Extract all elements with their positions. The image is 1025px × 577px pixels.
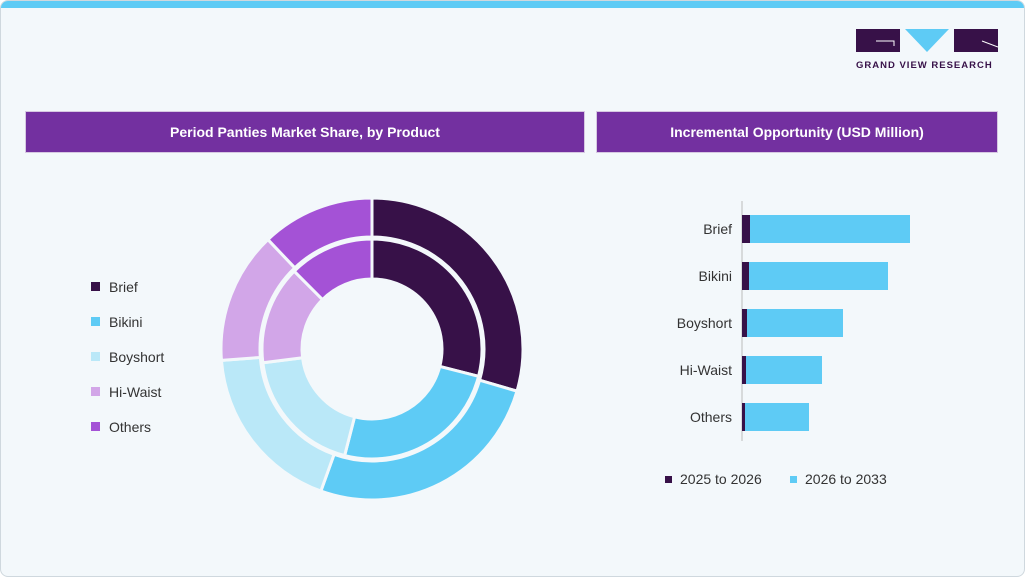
- legend-swatch: [91, 317, 100, 326]
- legend-item-boyshort: Boyshort: [91, 339, 164, 374]
- legend-swatch: [91, 387, 100, 396]
- bar-category-label: Bikini: [699, 268, 732, 284]
- bar-boyshort-2025-2026: [742, 309, 747, 337]
- bar-hi-waist-2025-2026: [742, 356, 746, 384]
- grand-view-research-logo: [856, 29, 998, 52]
- legend-swatch: [91, 422, 100, 431]
- brand-name: GRAND VIEW RESEARCH: [856, 60, 993, 71]
- legend-swatch: [91, 352, 100, 361]
- legend-swatch: [665, 475, 672, 483]
- bar-others-2026-2033: [745, 403, 809, 431]
- legend-label: Brief: [109, 278, 138, 295]
- legend-label: 2026 to 2033: [805, 471, 887, 487]
- bar-brief-2025-2026: [742, 215, 750, 243]
- bar-category-label: Boyshort: [677, 315, 732, 331]
- legend-swatch: [790, 475, 797, 483]
- bar-category-label: Brief: [703, 221, 732, 237]
- bar-bikini-2025-2026: [742, 262, 749, 290]
- bar-others-2025-2026: [742, 403, 745, 431]
- legend-label: Boyshort: [109, 348, 165, 365]
- opportunity-chart-title: Incremental Opportunity (USD Million): [596, 111, 998, 153]
- legend-label: Others: [109, 418, 152, 435]
- legend-item-others: Others: [91, 409, 164, 444]
- bar-category-label: Others: [690, 409, 732, 425]
- bar-boyshort-2026-2033: [747, 309, 843, 337]
- bar-legend-item-2025: 2025 to 2026: [665, 471, 762, 487]
- bar-legend-item-2026: 2026 to 2033: [790, 471, 887, 487]
- legend-item-hi-waist: Hi-Waist: [91, 374, 164, 409]
- bar-category-label: Hi-Waist: [680, 362, 732, 378]
- legend-item-bikini: Bikini: [91, 304, 164, 339]
- donut-slice-others-ring-1: [265, 196, 374, 270]
- legend-item-brief: Brief: [91, 269, 164, 304]
- legend-swatch: [91, 282, 100, 291]
- donut-slice-others-ring-0: [292, 237, 374, 302]
- bar-hi-waist-2026-2033: [746, 356, 822, 384]
- legend-label: 2025 to 2026: [680, 471, 762, 487]
- bar-brief-2026-2033: [750, 215, 910, 243]
- top-accent-bar: [1, 1, 1024, 8]
- donut-legend: Brief Bikini Boyshort Hi-Waist Others: [91, 269, 164, 444]
- share-chart-title: Period Panties Market Share, by Product: [25, 111, 585, 153]
- legend-label: Hi-Waist: [109, 383, 162, 400]
- bar-bikini-2026-2033: [749, 262, 888, 290]
- legend-label: Bikini: [109, 313, 143, 330]
